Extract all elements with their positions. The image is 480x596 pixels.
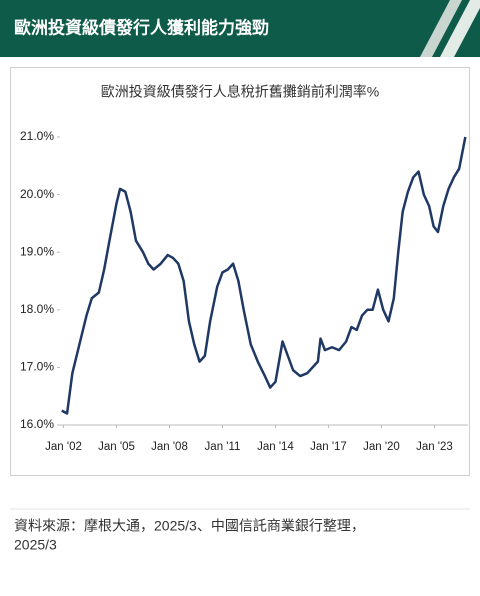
y-tick-label: 16.0% bbox=[20, 417, 54, 431]
source-text: 2025/3 bbox=[14, 537, 57, 553]
x-tick-label: Jan '14 bbox=[257, 441, 294, 453]
header-bar bbox=[0, 0, 480, 57]
source-text: 資料來源：摩根大通，2025/3、中國信託商業銀行整理， bbox=[14, 518, 365, 534]
chart-frame bbox=[10, 67, 470, 476]
y-tick-label: 17.0% bbox=[20, 360, 54, 374]
y-tick-label: 19.0% bbox=[20, 244, 54, 258]
x-tick-label: Jan '05 bbox=[98, 441, 135, 453]
y-tick-label: 20.0% bbox=[20, 187, 54, 201]
y-tick-label: 21.0% bbox=[20, 129, 54, 143]
header-stripe bbox=[420, 0, 462, 57]
y-tick-label: 18.0% bbox=[20, 302, 54, 316]
header-title: 歐洲投資級債發行人獲利能力強勁 bbox=[14, 17, 269, 37]
x-tick-label: Jan '02 bbox=[45, 441, 82, 453]
x-tick-label: Jan '20 bbox=[363, 441, 400, 453]
chart-title: 歐洲投資級債發行人息稅折舊攤銷前利潤率% bbox=[101, 84, 379, 100]
header-stripe bbox=[440, 0, 480, 57]
x-tick-label: Jan '08 bbox=[151, 441, 188, 453]
x-tick-label: Jan '17 bbox=[310, 441, 347, 453]
x-tick-label: Jan '11 bbox=[205, 441, 241, 453]
x-tick-label: Jan '23 bbox=[416, 441, 453, 453]
series-line bbox=[61, 136, 467, 415]
